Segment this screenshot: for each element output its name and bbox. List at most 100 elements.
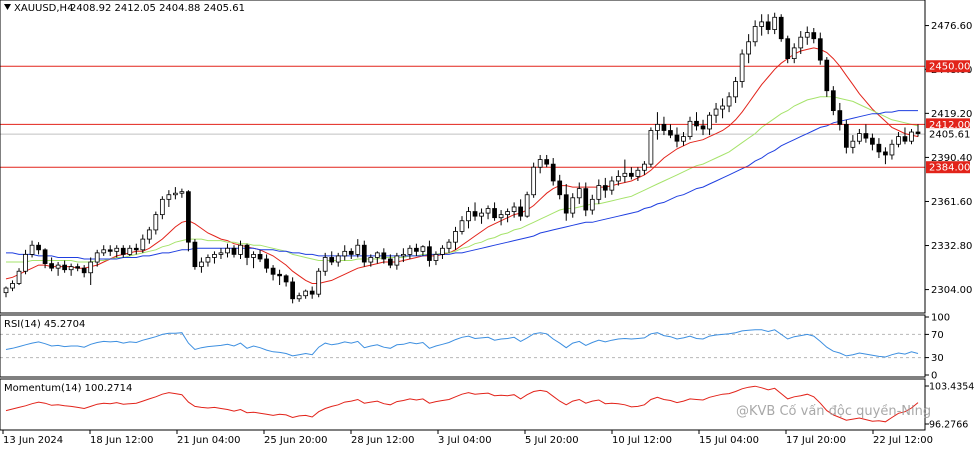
candle — [16, 268, 22, 285]
level-price-tag — [926, 118, 970, 131]
candle — [739, 49, 745, 88]
bear-candle-body — [133, 247, 139, 251]
bull-candle-body — [114, 247, 120, 252]
candle — [296, 292, 302, 302]
watermark-text: @KVB Cố vấn độc quyền-Ning — [736, 404, 931, 419]
candle — [36, 242, 41, 255]
candle — [511, 202, 517, 218]
candle — [674, 127, 680, 148]
candle — [609, 176, 615, 195]
bear-candle-body — [778, 16, 784, 40]
bear-candle-body — [870, 137, 875, 145]
candle — [850, 135, 856, 154]
bull-candle-body — [101, 249, 107, 254]
bull-candle-body — [720, 105, 725, 110]
bull-candle-body — [238, 244, 243, 255]
level-price-tag-text: 2412.00 — [929, 120, 970, 131]
bear-candle-body — [361, 244, 367, 263]
level-price-tag-text: 2384.00 — [929, 163, 970, 174]
candle — [348, 248, 354, 259]
bull-candle-body — [498, 214, 504, 219]
candle — [75, 263, 81, 272]
dropdown-triangle-icon[interactable] — [4, 4, 11, 10]
bull-candle-body — [368, 257, 374, 263]
bull-candle-body — [739, 53, 745, 82]
candle — [355, 239, 361, 258]
candle — [622, 159, 628, 183]
candle — [772, 12, 778, 35]
candle — [186, 190, 191, 252]
bear-candle-body — [843, 123, 849, 148]
bull-candle-body — [10, 283, 15, 289]
bull-candle-body — [615, 175, 621, 182]
candle — [537, 154, 543, 174]
candle — [257, 249, 263, 263]
price-axis-label: 2476.60 — [931, 21, 972, 32]
bull-candle-body — [335, 255, 341, 263]
candle — [694, 112, 699, 131]
bear-candle-body — [661, 123, 667, 131]
bear-candle-body — [75, 266, 81, 269]
candle — [870, 133, 875, 151]
candle — [661, 116, 667, 136]
candle — [883, 147, 888, 165]
candle — [576, 182, 582, 204]
bull-candle-body — [3, 287, 9, 294]
level-price-tag-text: 2450.00 — [929, 62, 970, 73]
candle — [589, 194, 595, 215]
bear-candle-body — [883, 151, 888, 156]
bull-candle-body — [576, 188, 582, 199]
bull-candle-body — [16, 270, 22, 284]
candle — [759, 14, 765, 36]
bull-candle-body — [88, 261, 94, 274]
momentum-axis-label: 96.2766 — [929, 420, 968, 431]
bear-candle-body — [62, 264, 67, 271]
candle — [81, 265, 87, 278]
candle — [479, 208, 484, 224]
bear-candle-body — [381, 252, 387, 260]
candle — [303, 289, 309, 299]
bull-candle-body — [909, 131, 914, 142]
candle — [238, 240, 243, 259]
bull-candle-body — [29, 244, 35, 255]
candle — [264, 254, 269, 273]
bear-candle-body — [602, 185, 608, 191]
bull-candle-body — [296, 295, 302, 300]
bull-candle-body — [681, 136, 686, 142]
bull-candle-body — [850, 140, 856, 148]
candle — [648, 127, 654, 168]
bear-candle-body — [186, 191, 191, 243]
time-axis-label: 28 Jun 12:00 — [351, 435, 415, 445]
candle — [746, 34, 751, 64]
bear-candle-body — [837, 110, 843, 125]
candle — [146, 226, 152, 244]
bull-candle-body — [303, 290, 309, 297]
candle — [518, 199, 523, 221]
bull-candle-body — [596, 185, 602, 200]
bull-candle-body — [179, 191, 185, 194]
bear-candle-body — [674, 134, 680, 142]
bear-candle-body — [36, 244, 41, 251]
bear-candle-body — [472, 211, 478, 217]
bear-candle-body — [557, 180, 563, 196]
bull-candle-body — [401, 254, 406, 257]
bull-candle-body — [374, 252, 380, 258]
bear-candle-body — [700, 125, 706, 130]
bear-candle-body — [290, 281, 295, 300]
candle — [153, 211, 159, 235]
candle — [466, 206, 471, 229]
rsi-axis-label: 70 — [931, 330, 944, 341]
bull-candle-body — [772, 16, 778, 30]
candle — [251, 251, 256, 269]
bull-candle-body — [23, 254, 28, 272]
bear-candle-body — [811, 32, 817, 40]
moving-average-line-3 — [6, 110, 918, 260]
bull-candle-body — [511, 206, 517, 212]
current-price-tag-text: 2405.61 — [929, 130, 970, 141]
candle — [837, 102, 843, 131]
candle — [550, 158, 556, 186]
candle — [896, 132, 901, 148]
bear-candle-body — [817, 38, 823, 61]
bear-candle-body — [329, 257, 335, 263]
